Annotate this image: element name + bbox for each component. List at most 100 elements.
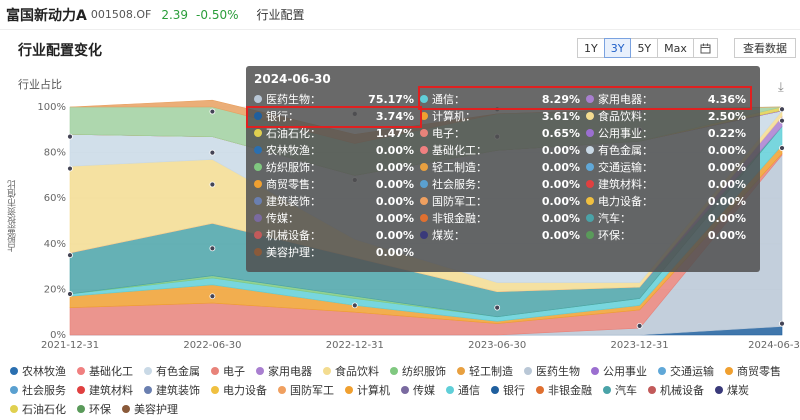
fund-header: 富国新动力A 001508.OF 2.39 -0.50% 行业配置 xyxy=(0,0,800,30)
legend-item[interactable]: 电力设备 xyxy=(211,381,267,398)
legend-dot-icon xyxy=(725,366,733,375)
legend-dot-icon xyxy=(77,385,85,394)
tooltip-entry-name: 交通运输： xyxy=(598,161,653,174)
legend-item[interactable]: 银行 xyxy=(491,381,525,398)
legend-item[interactable]: 家用电器 xyxy=(256,362,312,379)
range-button-group: 1Y 3Y 5Y Max xyxy=(577,38,718,58)
legend-item[interactable]: 建筑装饰 xyxy=(144,381,200,398)
legend-item[interactable]: 有色金属 xyxy=(144,362,200,379)
legend-dot-icon xyxy=(254,231,262,239)
tooltip-entry-name: 家用电器： xyxy=(598,93,653,106)
legend-item[interactable]: 非银金融 xyxy=(536,381,592,398)
tooltip-entry: 基础化工： 0.00% xyxy=(420,143,586,157)
legend-dot-icon xyxy=(254,197,262,205)
legend-label: 交通运输 xyxy=(670,364,714,378)
data-marker xyxy=(209,181,216,188)
data-marker xyxy=(779,117,785,124)
tooltip-entry: 通信： 8.29% xyxy=(420,92,586,106)
tooltip-entry-value: 0.00% xyxy=(375,194,414,208)
legend-dot-icon xyxy=(254,214,262,222)
data-marker xyxy=(636,322,643,329)
legend-item[interactable]: 通信 xyxy=(446,381,480,398)
tooltip-entry-value: 75.17% xyxy=(368,92,414,106)
legend-item[interactable]: 公用事业 xyxy=(591,362,647,379)
legend-item[interactable]: 计算机 xyxy=(345,381,390,398)
legend-label: 公用事业 xyxy=(603,364,647,378)
tooltip-entry-name: 商贸零售： xyxy=(266,178,321,191)
y-tick-label: 60% xyxy=(44,193,66,204)
legend-dot-icon xyxy=(586,214,594,222)
tooltip-entry: 有色金属： 0.00% xyxy=(586,143,752,157)
legend-dot-icon xyxy=(420,197,428,205)
tooltip-entry-name: 电力设备： xyxy=(598,195,653,208)
tooltip-entry-name: 农林牧渔： xyxy=(266,144,321,157)
tooltip-entry-name: 轻工制造： xyxy=(432,161,487,174)
legend-item[interactable]: 农林牧渔 xyxy=(10,362,66,379)
tooltip-entry: 美容护理： 0.00% xyxy=(254,245,420,259)
legend-item[interactable]: 轻工制造 xyxy=(457,362,513,379)
fund-name: 富国新动力A xyxy=(6,7,87,24)
tooltip-entry-value: 0.00% xyxy=(707,228,746,242)
tooltip-entry: 机械设备： 0.00% xyxy=(254,228,420,242)
range-button-3y[interactable]: 3Y xyxy=(603,38,632,58)
tooltip-entry-name: 银行： xyxy=(266,110,299,123)
legend-item[interactable]: 纺织服饰 xyxy=(390,362,446,379)
legend-item[interactable]: 汽车 xyxy=(603,381,637,398)
tooltip-entry-name: 建筑材料： xyxy=(598,178,653,191)
data-marker xyxy=(67,133,73,140)
data-marker xyxy=(209,149,216,156)
legend-item[interactable]: 美容护理 xyxy=(122,400,178,417)
tooltip-entry-name: 石油石化： xyxy=(266,127,321,140)
breadcrumb[interactable]: 行业配置 xyxy=(256,8,305,22)
legend-label: 环保 xyxy=(89,402,111,416)
tooltip-entry-value: 0.00% xyxy=(375,177,414,191)
legend-item[interactable]: 传媒 xyxy=(401,381,435,398)
legend-item[interactable]: 交通运输 xyxy=(658,362,714,379)
view-data-button[interactable]: 查看数据 xyxy=(734,38,796,58)
tooltip-entry-value: 0.00% xyxy=(707,194,746,208)
calendar-icon[interactable] xyxy=(692,38,718,58)
range-button-max[interactable]: Max xyxy=(657,38,694,58)
legend-label: 纺织服饰 xyxy=(402,364,446,378)
legend-item[interactable]: 环保 xyxy=(77,400,111,417)
tooltip-entry: 商贸零售： 0.00% xyxy=(254,177,420,191)
legend-item[interactable]: 国防军工 xyxy=(278,381,334,398)
legend-item[interactable]: 石油石化 xyxy=(10,400,66,417)
tooltip-entry: 银行： 3.74% xyxy=(254,109,420,123)
tooltip-entry: 电子： 0.65% xyxy=(420,126,586,140)
legend-label: 医药生物 xyxy=(536,364,580,378)
legend-item[interactable]: 电子 xyxy=(211,362,245,379)
legend-label: 家用电器 xyxy=(268,364,312,378)
legend-dot-icon xyxy=(254,163,262,171)
legend-item[interactable]: 食品饮料 xyxy=(323,362,379,379)
tooltip-entry-name: 环保： xyxy=(598,229,631,242)
tooltip-entry-name: 通信： xyxy=(432,93,465,106)
legend-dot-icon xyxy=(586,146,594,154)
tooltip-entry-value: 0.00% xyxy=(707,160,746,174)
fund-nav: 2.39 xyxy=(161,7,189,22)
tooltip-grid: 医药生物： 75.17% 通信： 8.29% 家用电器： 4.36% 银行： 3.74% 计算机… xyxy=(254,92,752,259)
legend-dot-icon xyxy=(586,180,594,188)
legend-label: 基础化工 xyxy=(89,364,133,378)
legend-label: 机械设备 xyxy=(660,383,704,397)
legend-dot-icon xyxy=(10,404,18,413)
tooltip-entry: 国防军工： 0.00% xyxy=(420,194,586,208)
legend-item[interactable]: 商贸零售 xyxy=(725,362,781,379)
legend-dot-icon xyxy=(446,385,454,394)
tooltip-entry: 交通运输： 0.00% xyxy=(586,160,752,174)
legend-dot-icon xyxy=(256,366,264,375)
download-icon[interactable]: ⤓ xyxy=(778,80,784,95)
legend-item[interactable]: 机械设备 xyxy=(648,381,704,398)
legend-item[interactable]: 基础化工 xyxy=(77,362,133,379)
legend-label: 商贸零售 xyxy=(737,364,781,378)
tooltip-entry-name: 国防军工： xyxy=(432,195,487,208)
data-marker xyxy=(779,320,785,327)
tooltip-entry: 电力设备： 0.00% xyxy=(586,194,752,208)
tooltip-entry-value: 0.00% xyxy=(541,143,580,157)
data-marker xyxy=(67,252,73,259)
legend-item[interactable]: 建筑材料 xyxy=(77,381,133,398)
legend-item[interactable]: 煤炭 xyxy=(715,381,749,398)
legend-item[interactable]: 医药生物 xyxy=(524,362,580,379)
tooltip-entry: 农林牧渔： 0.00% xyxy=(254,143,420,157)
legend-item[interactable]: 社会服务 xyxy=(10,381,66,398)
